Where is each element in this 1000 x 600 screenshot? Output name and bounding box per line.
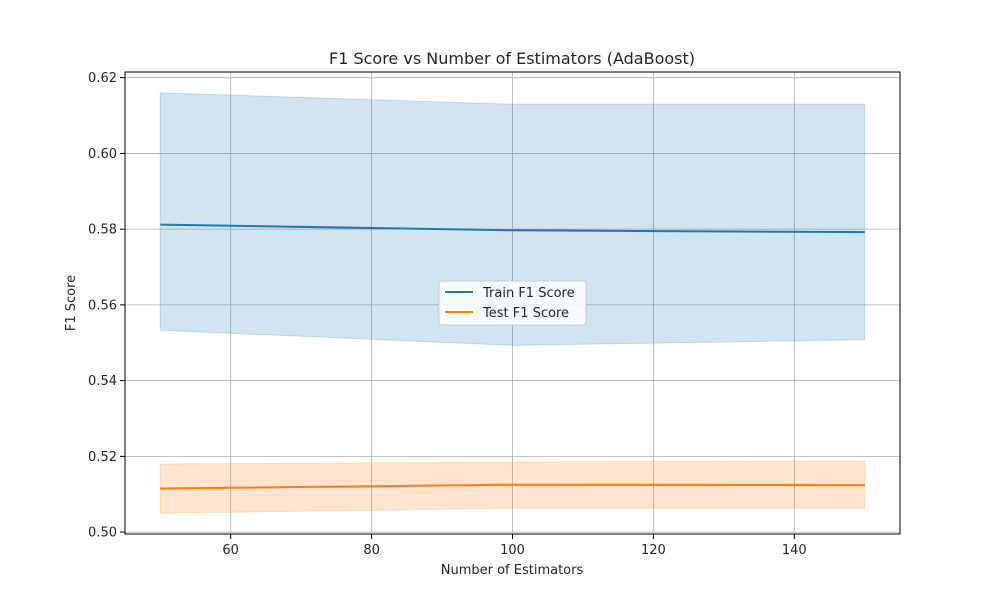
axis-ticks: 60 80 100 120 140 0.50 0.52 0.54 0.56 0.58 0.60 0.6… [88, 71, 807, 558]
y-tick-label: 0.52 [88, 450, 117, 465]
legend-label-train: Train F1 Score [482, 286, 575, 301]
y-tick-label: 0.50 [88, 526, 117, 541]
y-tick-label: 0.54 [88, 374, 117, 389]
legend: Train F1 Score Test F1 Score [438, 280, 587, 326]
x-tick-label: 80 [363, 543, 380, 558]
x-tick-label: 140 [782, 543, 807, 558]
test-confidence-band [159, 460, 866, 514]
y-tick-label: 0.58 [88, 223, 117, 238]
x-tick-label: 100 [500, 543, 525, 558]
x-axis-label: Number of Estimators [441, 563, 584, 578]
train-confidence-band [159, 92, 866, 346]
x-tick-label: 120 [641, 543, 666, 558]
chart-title: F1 Score vs Number of Estimators (AdaBoo… [329, 49, 695, 68]
y-tick-label: 0.60 [88, 147, 117, 162]
train-f1-line [160, 223, 865, 234]
legend-frame [438, 280, 587, 326]
y-tick-label: 0.56 [88, 298, 117, 313]
y-axis-label: F1 Score [64, 275, 79, 331]
x-tick-label: 60 [222, 543, 239, 558]
test-f1-line [160, 483, 865, 490]
y-tick-label: 0.62 [88, 71, 117, 86]
legend-label-test: Test F1 Score [482, 306, 569, 321]
series-lines [160, 223, 865, 490]
confidence-bands [159, 92, 866, 514]
